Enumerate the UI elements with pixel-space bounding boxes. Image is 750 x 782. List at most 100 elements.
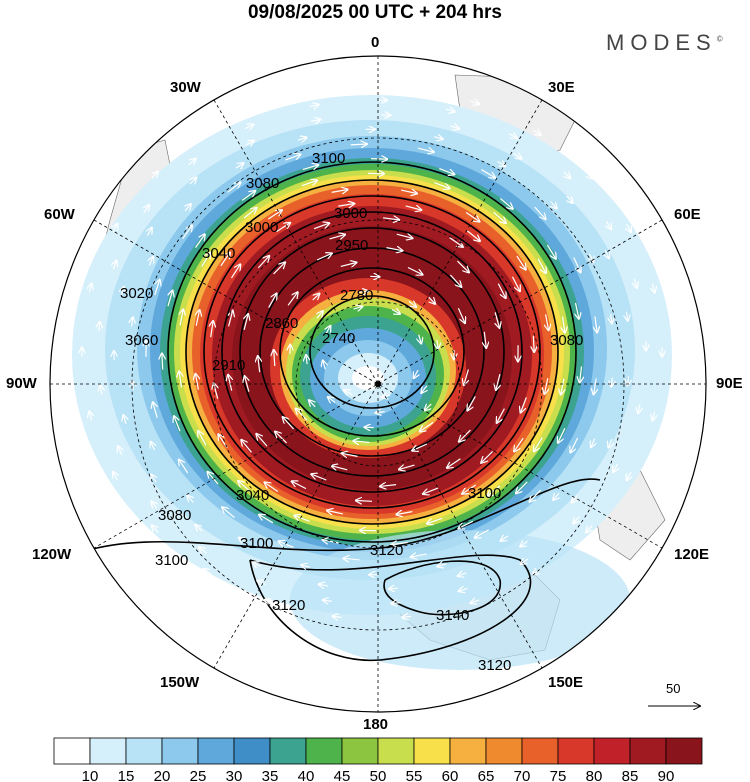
wind-vector-arrow-icon bbox=[397, 512, 413, 515]
wind-vector-arrow-icon bbox=[265, 483, 279, 492]
wind-vector-arrow-icon bbox=[268, 294, 277, 308]
colorbar-label: 85 bbox=[622, 768, 639, 782]
wind-vector-arrow-icon bbox=[481, 450, 494, 462]
wind-vector-arrow-icon bbox=[458, 573, 467, 576]
wind-vector-arrow-icon bbox=[437, 339, 438, 349]
wind-vector-arrow-icon bbox=[132, 318, 133, 327]
wind-vector-arrow-icon bbox=[228, 375, 232, 391]
wind-vector-arrow-icon bbox=[292, 481, 307, 490]
wind-vector-arrow-icon bbox=[586, 171, 592, 179]
wind-vector-arrow-icon bbox=[521, 397, 527, 413]
wind-vector-arrow-icon bbox=[407, 266, 422, 275]
wind-vector-arrow-icon bbox=[563, 316, 565, 333]
wind-vector-arrow-icon bbox=[301, 565, 311, 567]
wind-vector-arrow-icon bbox=[576, 302, 579, 319]
wind-vector-arrow-icon bbox=[399, 465, 415, 469]
wind-vector-arrow-icon bbox=[99, 322, 100, 332]
wind-vector-arrow-icon bbox=[545, 378, 548, 394]
colorbar-cell bbox=[125, 737, 163, 765]
wind-vector-arrow-icon bbox=[359, 291, 368, 292]
wind-vector-arrow-icon bbox=[301, 181, 317, 187]
wind-vector-arrow-icon bbox=[497, 283, 505, 298]
colorbar-cell bbox=[305, 737, 343, 765]
colorbar-label: 10 bbox=[82, 768, 99, 782]
wind-vector-arrow-icon bbox=[434, 182, 450, 189]
wind-vector-arrow-icon bbox=[534, 437, 543, 452]
wind-vector-arrow-icon bbox=[154, 280, 160, 296]
wind-vector-arrow-icon bbox=[595, 316, 597, 332]
map-boundary bbox=[49, 55, 707, 713]
wind-vector-arrow-icon bbox=[580, 366, 582, 382]
wind-vector-arrow-icon bbox=[253, 562, 262, 566]
colorbar-cell bbox=[341, 737, 379, 765]
wind-vector-arrow-icon bbox=[285, 155, 300, 161]
wind-vector-arrow-icon bbox=[391, 603, 401, 604]
wind-vector-arrow-icon bbox=[495, 312, 499, 327]
lon-label-60w: 60W bbox=[44, 206, 75, 223]
wind-vector-arrow-icon bbox=[220, 253, 230, 267]
map-title: 09/08/2025 00 UTC + 204 hrs bbox=[247, 2, 503, 23]
north-pole-marker-icon bbox=[375, 381, 381, 387]
wind-vector-arrow-icon bbox=[420, 421, 434, 431]
wind-vector-arrow-icon bbox=[497, 161, 506, 166]
wind-vector-arrow-icon bbox=[273, 263, 285, 275]
wind-vector-arrow-icon bbox=[344, 558, 360, 560]
wind-vector-arrow-icon bbox=[501, 536, 509, 541]
wind-vector-arrow-icon bbox=[89, 412, 91, 421]
lon-label-90w: 90W bbox=[6, 375, 37, 392]
wind-vector-arrow-icon bbox=[376, 412, 385, 413]
wind-vector-arrow-icon bbox=[497, 408, 505, 423]
colorbar-label: 70 bbox=[514, 768, 531, 782]
wind-vector-arrow-icon bbox=[152, 172, 158, 179]
lon-label-30e: 30E bbox=[548, 79, 575, 96]
colorbar-cell bbox=[197, 737, 235, 765]
wind-vector-arrow-icon bbox=[327, 511, 344, 514]
colorbar-label: 20 bbox=[154, 768, 171, 782]
wind-vector-arrow-icon bbox=[323, 600, 332, 601]
colorbar-label: 30 bbox=[226, 768, 243, 782]
colorbar-cell bbox=[161, 737, 199, 765]
wind-vector-arrow-icon bbox=[553, 492, 559, 500]
wind-vector-arrow-icon bbox=[113, 472, 117, 481]
wind-vector-arrow-icon bbox=[464, 369, 469, 384]
wind-vector-arrow-icon bbox=[466, 230, 480, 241]
wind-vector-arrow-icon bbox=[521, 559, 529, 564]
wind-vector-arrow-icon bbox=[520, 541, 528, 546]
wind-vector-arrow-icon bbox=[274, 350, 275, 367]
wind-vector-arrow-icon bbox=[214, 383, 218, 399]
wind-vector-arrow-icon bbox=[323, 361, 326, 370]
wind-vector-arrow-icon bbox=[147, 228, 152, 236]
wind-vector-arrow-icon bbox=[433, 137, 443, 139]
colorbar-label: 50 bbox=[370, 768, 387, 782]
wind-vector-arrow-icon bbox=[475, 529, 490, 538]
wind-vector-arrow-icon bbox=[551, 201, 557, 209]
colorbar-cell bbox=[53, 737, 91, 765]
wind-vector-arrow-icon bbox=[342, 453, 358, 456]
wind-vector-arrow-icon bbox=[257, 581, 266, 585]
wind-vector-arrow-icon bbox=[332, 87, 342, 88]
contour-label: 3100 bbox=[312, 150, 345, 167]
wind-vector-arrow-icon bbox=[626, 311, 627, 321]
wind-vector-arrow-icon bbox=[344, 390, 353, 394]
wind-vector-arrow-icon bbox=[611, 377, 612, 387]
wind-vector-arrow-icon bbox=[402, 87, 412, 88]
wind-vector-arrow-icon bbox=[470, 101, 480, 104]
wind-vector-arrow-icon bbox=[439, 168, 454, 175]
contour-label: 3080 bbox=[246, 175, 279, 192]
colorbar-label: 35 bbox=[262, 768, 279, 782]
wind-vector-arrow-icon bbox=[411, 554, 427, 557]
wind-vector-arrow-icon bbox=[392, 543, 408, 545]
colorbar-label: 25 bbox=[190, 768, 207, 782]
wind-vector-arrow-icon bbox=[313, 223, 329, 230]
wind-vector-arrow-icon bbox=[258, 356, 260, 373]
wind-vector-arrow-icon bbox=[199, 547, 207, 553]
wind-vector-arrow-icon bbox=[449, 274, 461, 287]
wind-vector-arrow-icon bbox=[425, 404, 432, 410]
colorbar-cell bbox=[629, 737, 667, 765]
wind-vector-arrow-icon bbox=[389, 588, 399, 589]
logo-mark: © bbox=[716, 34, 723, 44]
wind-vector-arrow-icon bbox=[180, 310, 183, 326]
wind-vector-arrow-icon bbox=[333, 616, 342, 617]
wind-vector-arrow-icon bbox=[353, 307, 363, 310]
wind-vector-arrow-icon bbox=[590, 253, 594, 262]
